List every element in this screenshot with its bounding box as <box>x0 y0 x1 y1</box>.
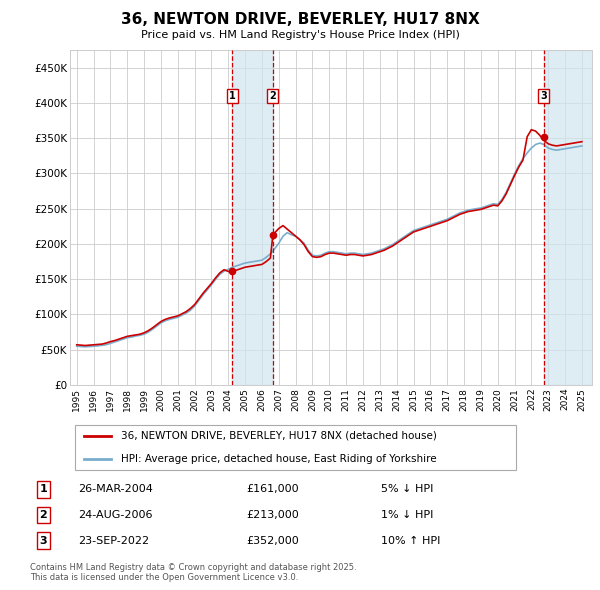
Text: 2: 2 <box>269 91 276 101</box>
Text: 2: 2 <box>40 510 47 520</box>
Bar <box>232 50 273 385</box>
Text: 1: 1 <box>229 91 236 101</box>
Text: 1: 1 <box>40 484 47 494</box>
FancyBboxPatch shape <box>74 424 516 470</box>
Text: 1% ↓ HPI: 1% ↓ HPI <box>381 510 433 520</box>
Text: HPI: Average price, detached house, East Riding of Yorkshire: HPI: Average price, detached house, East… <box>121 454 436 464</box>
Text: 5% ↓ HPI: 5% ↓ HPI <box>381 484 433 494</box>
Text: £213,000: £213,000 <box>246 510 299 520</box>
Text: £161,000: £161,000 <box>246 484 299 494</box>
Text: 36, NEWTON DRIVE, BEVERLEY, HU17 8NX (detached house): 36, NEWTON DRIVE, BEVERLEY, HU17 8NX (de… <box>121 431 436 441</box>
Text: 23-SEP-2022: 23-SEP-2022 <box>79 536 150 546</box>
Text: 3: 3 <box>540 91 547 101</box>
Text: 3: 3 <box>40 536 47 546</box>
Text: Price paid vs. HM Land Registry's House Price Index (HPI): Price paid vs. HM Land Registry's House … <box>140 30 460 40</box>
Text: £352,000: £352,000 <box>246 536 299 546</box>
Bar <box>544 50 592 385</box>
Text: 26-MAR-2004: 26-MAR-2004 <box>79 484 154 494</box>
Text: 36, NEWTON DRIVE, BEVERLEY, HU17 8NX: 36, NEWTON DRIVE, BEVERLEY, HU17 8NX <box>121 12 479 27</box>
Text: 24-AUG-2006: 24-AUG-2006 <box>79 510 153 520</box>
Text: 10% ↑ HPI: 10% ↑ HPI <box>381 536 440 546</box>
Text: Contains HM Land Registry data © Crown copyright and database right 2025.
This d: Contains HM Land Registry data © Crown c… <box>30 563 356 582</box>
